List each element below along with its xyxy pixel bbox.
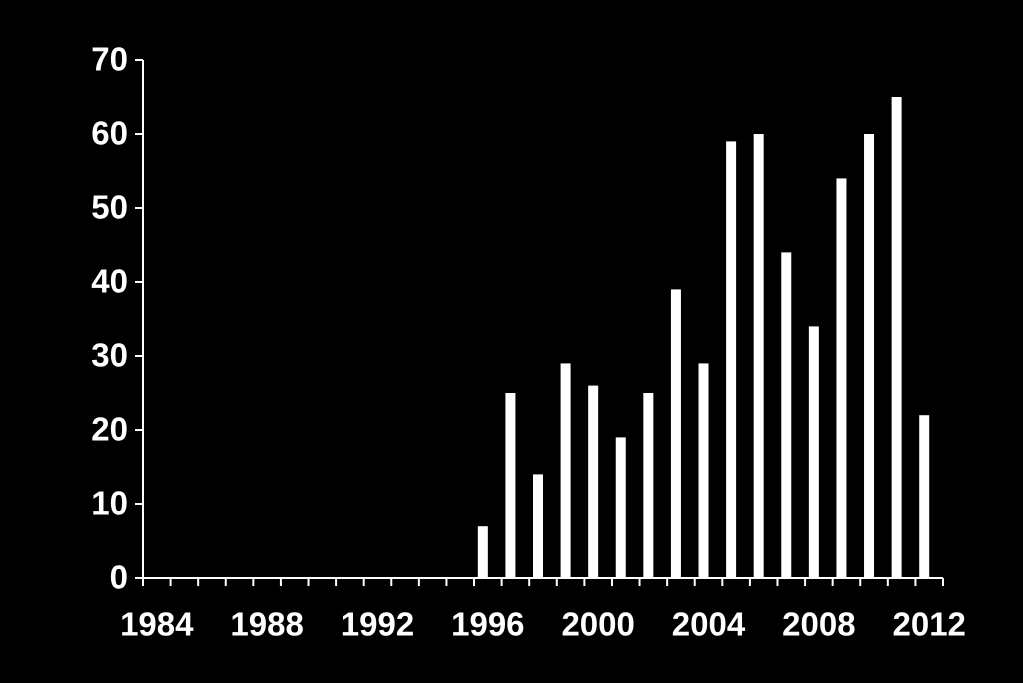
bar (588, 385, 599, 578)
x-tick-label: 1996 (451, 606, 524, 643)
x-tick-label: 1992 (341, 606, 414, 643)
x-tick-label: 2012 (892, 606, 965, 643)
y-tick-label: 40 (91, 263, 128, 300)
bar (781, 252, 792, 578)
bar (808, 326, 819, 578)
bar (919, 415, 930, 578)
bar (864, 134, 875, 578)
bar (670, 289, 681, 578)
x-tick-label: 2004 (672, 606, 746, 643)
x-tick-label: 2008 (782, 606, 855, 643)
y-tick-label: 10 (91, 485, 128, 522)
bar (891, 97, 902, 578)
bar (505, 393, 516, 578)
y-tick-label: 0 (110, 559, 128, 596)
bar (533, 474, 543, 578)
x-tick-label: 1984 (120, 606, 194, 643)
bar (643, 393, 654, 578)
bar (753, 134, 764, 578)
bar (477, 526, 488, 578)
x-tick-label: 1988 (230, 606, 303, 643)
bar (698, 363, 709, 578)
bar (615, 437, 626, 578)
y-tick-label: 70 (91, 41, 128, 78)
bar (560, 363, 571, 578)
x-tick-label: 2000 (561, 606, 634, 643)
y-tick-label: 50 (91, 189, 128, 226)
y-tick-label: 60 (91, 115, 128, 152)
y-tick-label: 30 (91, 337, 128, 374)
bar (836, 178, 847, 578)
bar (726, 141, 737, 578)
y-tick-label: 20 (91, 411, 128, 448)
